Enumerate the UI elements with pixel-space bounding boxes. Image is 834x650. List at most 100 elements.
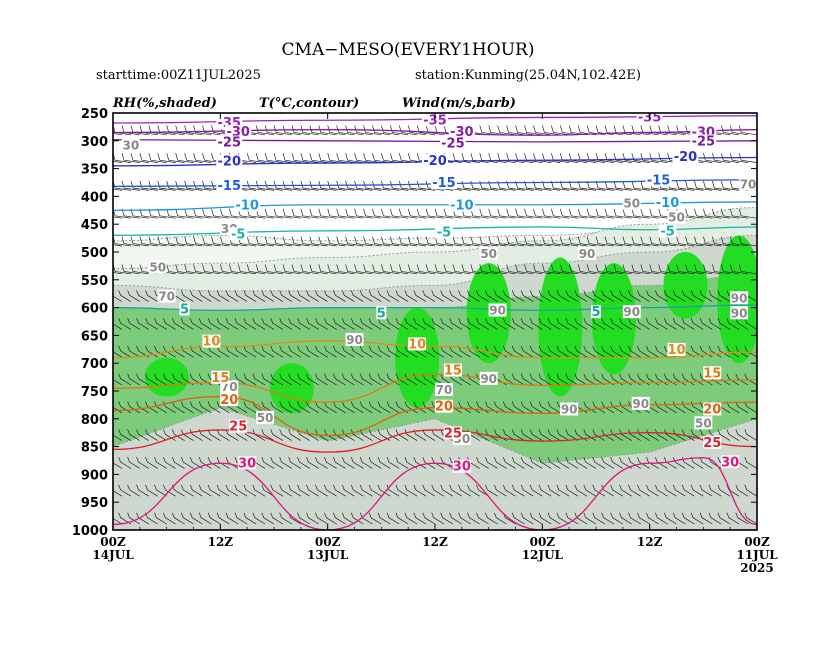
wind-barb <box>703 236 722 247</box>
wind-barb <box>127 456 141 469</box>
wind-barb <box>708 290 722 302</box>
wind-barb <box>291 125 310 136</box>
wind-barb <box>333 345 346 358</box>
wind-barb <box>586 208 605 219</box>
y-tick-label: 500 <box>81 246 108 261</box>
wind-barb <box>449 484 463 497</box>
wind-barb <box>595 125 614 136</box>
wind-barb <box>574 373 588 386</box>
wind-barb <box>744 373 757 386</box>
rh-label: 50 <box>668 211 685 225</box>
wind-barb <box>300 180 319 191</box>
wind-barb <box>479 236 498 247</box>
wind-barb <box>744 317 757 330</box>
wind-barb <box>154 512 167 525</box>
wind-barb <box>113 490 123 497</box>
wind-barb <box>672 484 686 497</box>
wind-barb <box>502 290 516 302</box>
temperature-label-bg <box>448 125 475 139</box>
wind-barb <box>234 290 248 302</box>
wind-barb <box>467 484 480 497</box>
wind-barb <box>592 456 606 469</box>
wind-barb <box>720 153 740 163</box>
wind-barb <box>121 208 140 219</box>
wind-barb <box>309 208 328 219</box>
wind-barb <box>118 317 132 330</box>
wind-barb <box>288 290 302 302</box>
temperature-label: 15 <box>211 371 229 386</box>
wind-barb <box>395 512 409 525</box>
wind-barb <box>216 401 230 414</box>
wind-barb <box>113 351 123 358</box>
plot-area: 3030507090909090905070907090909050507050… <box>113 113 757 530</box>
wind-barb <box>157 236 176 247</box>
wind-barb <box>261 373 275 386</box>
wind-barb <box>381 180 400 191</box>
wind-barb <box>345 125 364 136</box>
wind-barb <box>163 345 176 358</box>
wind-barb <box>113 216 122 219</box>
wind-barb <box>264 153 283 163</box>
temperature-label-bg <box>225 125 252 139</box>
rh-label-bg <box>479 246 498 260</box>
wind-barb <box>703 153 722 163</box>
wind-barb <box>440 456 454 469</box>
wind-barb <box>404 429 418 441</box>
rh-label-bg <box>121 138 140 152</box>
temperature-label-bg <box>234 198 261 212</box>
temperature-label: 5 <box>377 306 386 321</box>
wind-barb <box>350 373 364 386</box>
rh-label: 50 <box>695 416 712 430</box>
wind-barb <box>690 373 704 386</box>
wind-barb <box>336 153 355 163</box>
wind-barb <box>350 484 364 497</box>
wind-barb <box>640 236 659 247</box>
wind-barb <box>113 244 122 247</box>
wind-barb <box>502 429 516 441</box>
wind-barb <box>425 208 444 219</box>
wind-barb <box>681 512 695 525</box>
temperature-label-bg <box>672 150 699 164</box>
wind-barb <box>729 208 749 219</box>
wind-barb <box>556 512 570 525</box>
wind-barb <box>166 264 185 275</box>
wind-barb <box>113 188 122 191</box>
wind-barb <box>422 290 436 302</box>
wind-barb <box>386 317 400 330</box>
wind-barb <box>395 317 409 330</box>
wind-barb <box>113 440 114 441</box>
wind-barb <box>136 373 149 386</box>
x-tick-label: 11JUL <box>736 548 778 562</box>
wind-barb <box>434 236 453 247</box>
wind-barb <box>619 484 632 497</box>
wind-barb <box>511 484 525 497</box>
wind-barb <box>386 401 400 414</box>
temperature-label-bg <box>721 455 740 469</box>
rh-label: 50 <box>623 197 640 211</box>
wind-barb <box>735 373 749 386</box>
x-tick-label: 12Z <box>422 535 448 549</box>
wind-barb <box>622 236 641 247</box>
wind-barb <box>619 512 632 525</box>
wind-barb <box>145 401 158 414</box>
wind-barb <box>225 317 239 330</box>
wind-barb <box>297 373 310 386</box>
wind-barb <box>395 290 409 302</box>
wind-barb <box>440 290 454 302</box>
temperature-label: -25 <box>692 134 716 149</box>
wind-barb <box>207 484 221 497</box>
wind-barb <box>443 236 462 247</box>
wind-barb <box>485 345 498 358</box>
temperature-label: 5 <box>591 305 600 320</box>
wind-barb <box>422 429 436 441</box>
wind-barb <box>622 180 641 191</box>
wind-barb <box>649 236 668 247</box>
wind-barb <box>359 373 373 386</box>
wind-barb <box>324 429 337 441</box>
wind-barb <box>184 180 203 191</box>
wind-barb <box>619 290 632 302</box>
wind-barb <box>270 317 284 330</box>
wind-barb <box>685 208 704 219</box>
wind-barb <box>515 208 534 219</box>
wind-barb <box>363 236 382 247</box>
